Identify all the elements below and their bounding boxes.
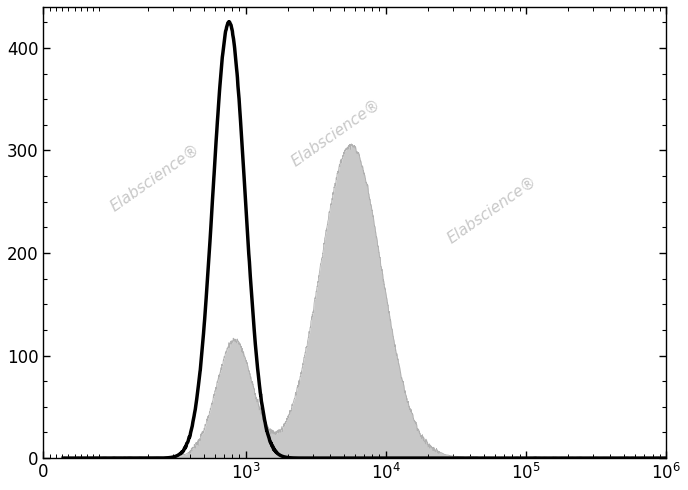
Text: Elabscience®: Elabscience® — [288, 97, 384, 170]
Text: Elabscience®: Elabscience® — [444, 173, 539, 246]
Text: Elabscience®: Elabscience® — [108, 142, 203, 215]
